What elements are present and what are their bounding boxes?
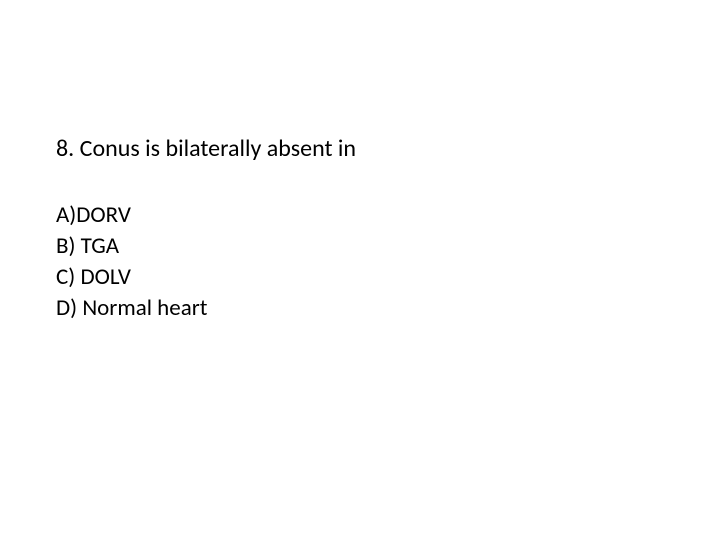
question-text: 8. Conus is bilaterally absent in: [56, 135, 356, 164]
slide: 8. Conus is bilaterally absent in A)DORV…: [0, 0, 720, 540]
option-a: A)DORV: [56, 200, 207, 231]
option-d: D) Normal heart: [56, 293, 207, 324]
option-b: B) TGA: [56, 231, 207, 262]
option-c: C) DOLV: [56, 262, 207, 293]
options-list: A)DORV B) TGA C) DOLV D) Normal heart: [56, 200, 207, 324]
